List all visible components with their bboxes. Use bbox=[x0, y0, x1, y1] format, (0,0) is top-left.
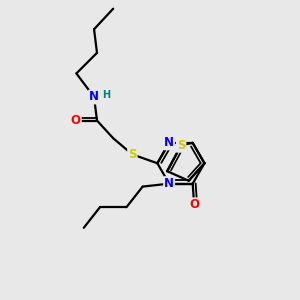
Text: H: H bbox=[102, 90, 110, 100]
Text: O: O bbox=[189, 198, 199, 211]
Text: N: N bbox=[164, 177, 174, 190]
Text: S: S bbox=[177, 139, 185, 152]
Text: N: N bbox=[89, 91, 99, 103]
Text: S: S bbox=[128, 148, 136, 161]
Text: O: O bbox=[71, 114, 81, 127]
Text: N: N bbox=[164, 136, 174, 149]
